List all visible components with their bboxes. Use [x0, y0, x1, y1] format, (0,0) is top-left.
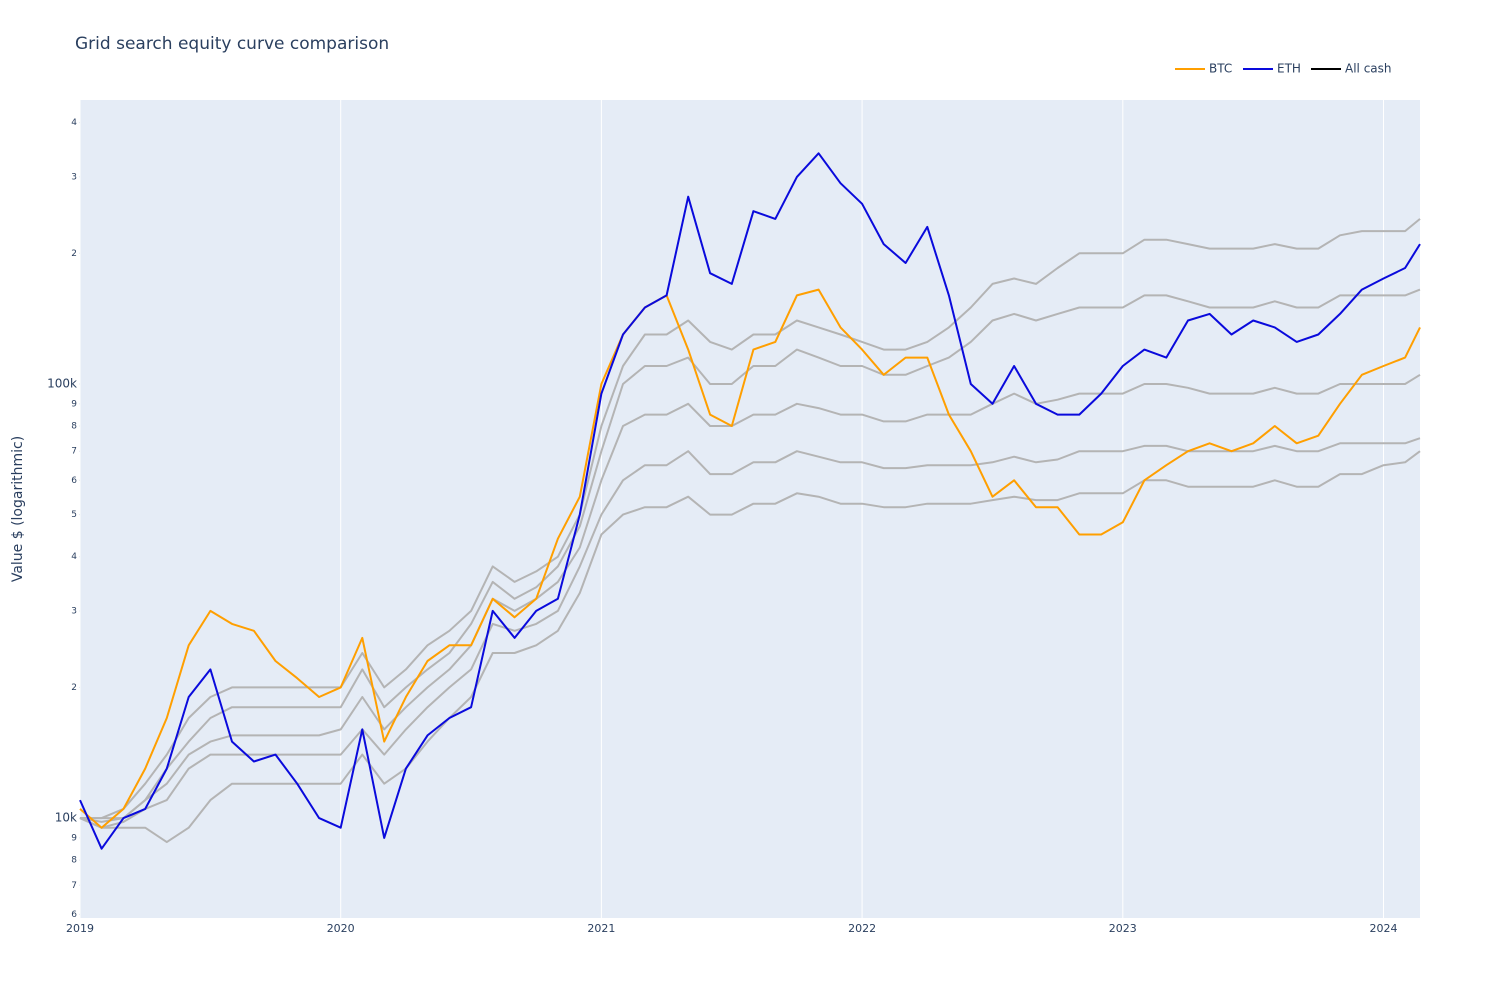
y-tick-label: 2 [71, 249, 77, 259]
y-tick-label: 8 [71, 422, 77, 432]
legend-label: ETH [1277, 62, 1301, 76]
y-tick-label: 4 [71, 552, 77, 562]
y-tick-label: 3 [71, 606, 77, 616]
x-tick-label: 2022 [848, 922, 876, 935]
y-axis-label: Value $ (logarithmic) [10, 436, 26, 582]
y-tick-label: 7 [71, 881, 77, 891]
x-tick-label: 2023 [1109, 922, 1137, 935]
chart-title: Grid search equity curve comparison [75, 34, 389, 54]
series-line [79, 288, 1421, 829]
x-tick-label: 2019 [66, 922, 94, 935]
legend-label: BTC [1209, 62, 1232, 76]
y-tick-label: 2 [71, 683, 77, 693]
y-tick-label: 4 [71, 118, 77, 128]
series-line [79, 373, 1421, 823]
y-tick-label: 7 [71, 447, 77, 457]
y-tick-label: 6 [71, 910, 77, 920]
series-line [80, 288, 1421, 820]
x-tick-label: 2024 [1370, 922, 1398, 935]
y-tick-label: 9 [71, 399, 77, 409]
series-line [79, 152, 1421, 850]
y-tick-label: 5 [71, 510, 77, 520]
series-line [80, 218, 1421, 820]
legend-label: All cash [1345, 62, 1392, 76]
y-tick-label: 10k [55, 811, 77, 825]
y-tick-label: 6 [71, 476, 77, 486]
y-tick-label: 8 [71, 856, 77, 866]
x-tick-label: 2020 [327, 922, 355, 935]
y-tick-label: 100k [47, 376, 77, 390]
y-tick-label: 9 [71, 833, 77, 843]
series-line [79, 437, 1421, 829]
plot-area [80, 100, 1420, 918]
x-tick-label: 2021 [587, 922, 615, 935]
series-line [79, 450, 1421, 844]
y-tick-label: 3 [71, 172, 77, 182]
